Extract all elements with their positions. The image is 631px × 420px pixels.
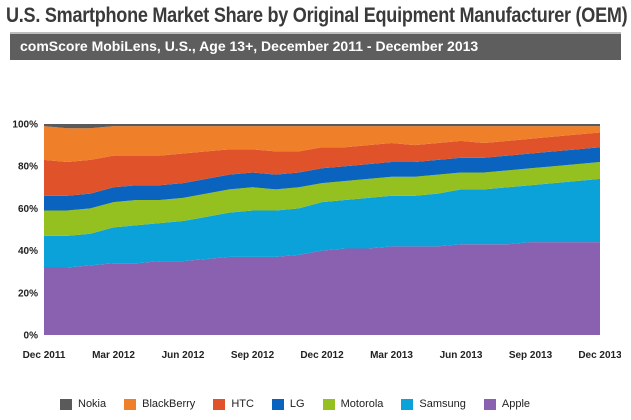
legend-swatch <box>124 398 137 410</box>
legend-item-apple: Apple <box>483 398 531 411</box>
area-series-samsung <box>44 178 600 268</box>
x-tick-label: Sep 2012 <box>231 350 275 361</box>
legend-label: BlackBerry <box>142 398 196 411</box>
legend-swatch <box>213 398 226 410</box>
legend-item-blackberry: BlackBerry <box>124 398 195 410</box>
chart-legend: Nokia BlackBerry HTC LG Motorola Samsung Apple <box>60 398 548 412</box>
area-series-apple <box>44 242 600 335</box>
area-series-nokia <box>44 124 600 129</box>
legend-swatch <box>483 398 496 410</box>
x-tick-label: Mar 2012 <box>92 350 135 361</box>
y-tick-label: 40% <box>18 246 38 257</box>
x-tick-label: Mar 2013 <box>370 350 413 361</box>
legend-item-nokia: Nokia <box>60 398 106 410</box>
legend-label: LG <box>289 398 305 411</box>
legend-swatch <box>60 398 72 410</box>
x-tick-label: Jun 2012 <box>162 350 205 361</box>
y-tick-label: 60% <box>18 204 38 215</box>
y-tick-label: 100% <box>12 120 38 131</box>
x-tick-label: Dec 2013 <box>578 350 621 361</box>
x-tick-label: Dec 2011 <box>23 350 66 361</box>
legend-swatch <box>401 398 414 410</box>
legend-swatch <box>271 398 284 410</box>
legend-item-htc: HTC <box>213 398 254 410</box>
area-series-blackberry <box>44 126 600 162</box>
y-tick-label: 80% <box>18 162 38 173</box>
subtitle-bar: comScore MobiLens, U.S., Age 13+, Decemb… <box>10 32 621 60</box>
area-series-motorola <box>44 161 600 236</box>
x-tick-label: Jun 2013 <box>440 350 483 361</box>
legend-label: HTC <box>231 398 254 411</box>
legend-label: Motorola <box>340 398 384 411</box>
y-tick-label: 0% <box>24 331 39 342</box>
chart-title: U.S. Smartphone Market Share by Original… <box>6 4 628 27</box>
x-tick-label: Dec 2012 <box>300 350 344 361</box>
chart-area: 0% 20% 40% 60% 80% 100% Dec 2011 Mar 2012 Jun 20… <box>10 110 621 380</box>
y-tick-label: 20% <box>18 288 38 299</box>
legend-label: Samsung <box>419 398 466 411</box>
legend-item-lg: LG <box>271 398 305 411</box>
area-series-lg <box>44 147 600 211</box>
chart-subtitle: comScore MobiLens, U.S., Age 13+, Decemb… <box>20 38 479 54</box>
legend-swatch <box>322 398 335 410</box>
area-series-htc <box>44 132 600 196</box>
legend-item-samsung: Samsung <box>401 398 466 411</box>
legend-item-motorola: Motorola <box>322 398 384 411</box>
legend-label: Nokia <box>78 398 107 411</box>
x-tick-label: Sep 2013 <box>509 350 553 361</box>
legend-label: Apple <box>501 398 531 411</box>
stacked-area-chart: 0% 20% 40% 60% 80% 100% Dec 2011 Mar 2012 Jun 20… <box>12 120 621 362</box>
